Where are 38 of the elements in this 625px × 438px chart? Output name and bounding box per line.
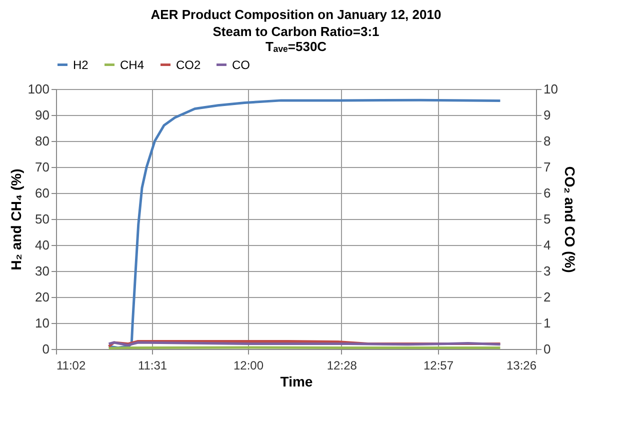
y-tick-label: 80 bbox=[35, 134, 50, 148]
y2-tick-label: 1 bbox=[544, 316, 551, 330]
y2-tick-label: 5 bbox=[544, 212, 551, 226]
legend-label: H2 bbox=[73, 58, 89, 72]
legend-label: CO2 bbox=[176, 58, 201, 72]
y-tick-label: 100 bbox=[28, 82, 50, 96]
y-axis-title: H₂ and CH₄ (%) bbox=[8, 168, 24, 270]
y-tick-label: 90 bbox=[35, 108, 50, 122]
x-tick-label: 11:02 bbox=[56, 358, 86, 372]
y2-tick-label: 3 bbox=[544, 264, 551, 278]
y-tick-label: 30 bbox=[35, 264, 50, 278]
x-tick-label: 12:57 bbox=[423, 358, 454, 372]
line-series bbox=[108, 98, 502, 349]
y2-tick-label: 6 bbox=[544, 186, 551, 200]
y2-tick-label: 8 bbox=[544, 134, 551, 148]
legend-label: CO bbox=[232, 58, 250, 72]
y2-tick-label: 4 bbox=[544, 238, 551, 252]
y2-tick-label: 2 bbox=[544, 290, 551, 304]
y2-tick-label: 0 bbox=[544, 342, 551, 356]
x-axis-title: Time bbox=[280, 374, 313, 390]
chart-subtitle: Steam to Carbon Ratio=3:1 Tₐᵥₑ=530C bbox=[212, 24, 380, 54]
y-tick-label: 70 bbox=[35, 160, 50, 174]
y-tick-label: 0 bbox=[42, 342, 50, 356]
y2-tick-label: 9 bbox=[544, 108, 551, 122]
y-tick-label: 50 bbox=[35, 212, 50, 226]
y2-tick-label: 10 bbox=[544, 82, 558, 96]
x-tick-label: 13:26 bbox=[506, 358, 537, 372]
y2-axis-title: CO₂ and CO (%) bbox=[562, 166, 578, 273]
y-tick-label: 10 bbox=[35, 316, 50, 330]
y-tick-label: 60 bbox=[35, 186, 50, 200]
x-tick-label: 12:00 bbox=[233, 358, 264, 372]
x-tick-label: 11:31 bbox=[138, 358, 168, 372]
y2-tick-label: 7 bbox=[544, 160, 551, 174]
chart-title: AER Product Composition on January 12, 2010 bbox=[150, 7, 442, 22]
legend-label: CH4 bbox=[120, 58, 144, 72]
x-tick-label: 12:28 bbox=[326, 358, 358, 372]
y-tick-label: 40 bbox=[35, 238, 50, 252]
y-tick-label: 20 bbox=[35, 290, 50, 304]
